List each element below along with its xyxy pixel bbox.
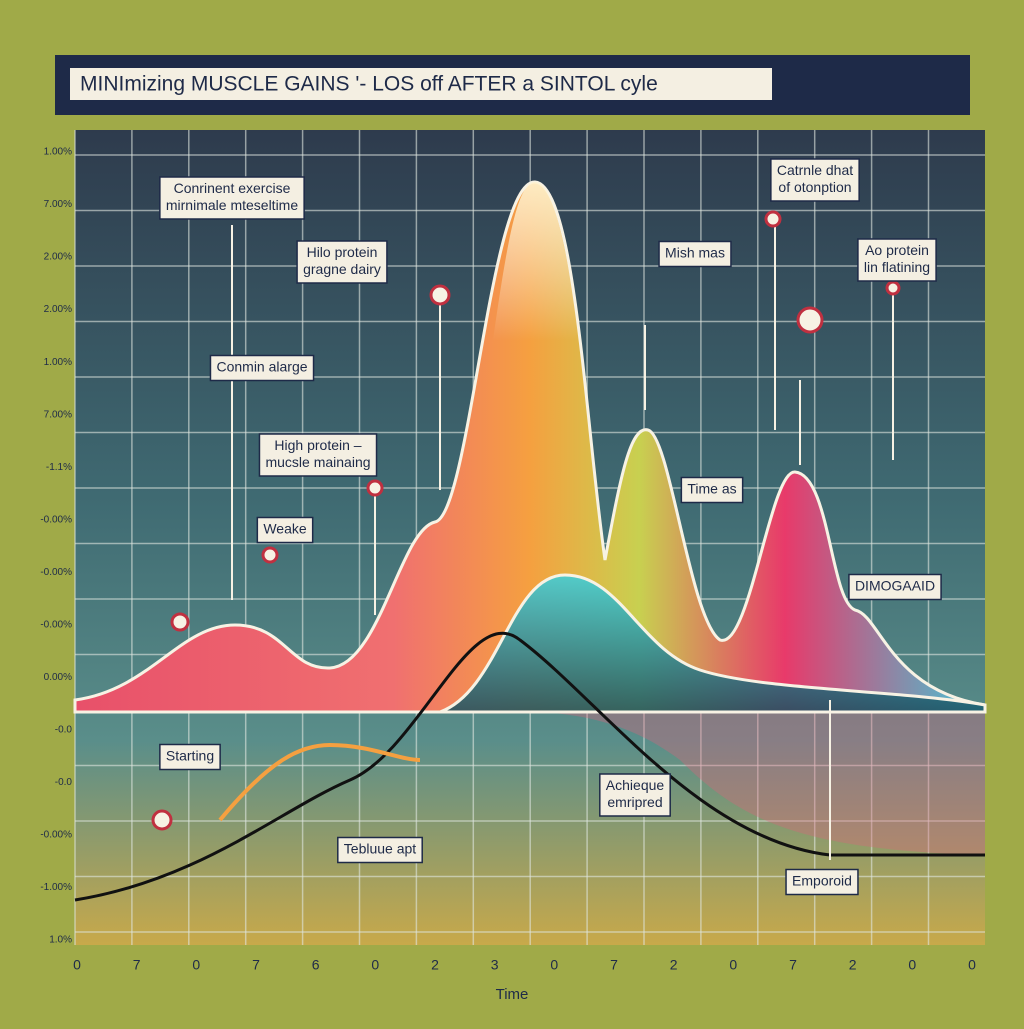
y-tick-label: -0.0 [55,725,73,736]
label-text: Ao protein [865,242,929,258]
label-text: High protein – [274,437,361,453]
label-text: Time as [687,481,736,497]
y-tick-label: -0.00% [40,830,72,841]
x-tick-label: 0 [371,957,379,973]
label-text: Weake [263,521,307,537]
label-text: DIMOGAAID [855,578,935,594]
x-tick-label: 0 [968,957,976,973]
label-box [337,836,423,864]
label-text: Starting [166,748,214,764]
x-tick-label: 6 [312,957,320,973]
x-tick-label: 7 [789,957,797,973]
label-text: Catrnle dhat [777,162,853,178]
markers [151,210,901,831]
label-box [256,516,314,544]
y-tick-label: 0.00% [44,672,72,683]
lower-shade [420,711,985,855]
label-text: Tebluue apt [344,841,417,857]
label-text: Mish mas [665,245,725,261]
label-box [658,240,732,268]
label-text: lin flatining [864,259,930,275]
y-tick-label: -0.0 [55,777,73,788]
y-tick-label: -1.1% [46,462,72,473]
label-text: mirnimale mteseltime [166,197,298,213]
y-tick-label: 2.00% [44,252,72,263]
accent-line [218,742,421,822]
y-ticks: 1.00%7.00%2.00%2.00%1.00%7.00%-1.1%-0.00… [40,147,72,946]
label-text: Emporoid [792,873,852,889]
title-box [70,68,772,100]
y-tick-label: 1.0% [49,935,72,946]
y-tick-label: -0.00% [40,619,72,630]
label-text: Conmin alarge [216,359,307,375]
label-box [848,573,942,601]
label-text: Hilo protein [307,244,378,260]
x-tick-label: 2 [431,957,439,973]
y-tick-label: 2.00% [44,304,72,315]
y-tick-label: 1.00% [44,147,72,158]
cyan-curve [439,573,987,714]
x-tick-label: 3 [491,957,499,973]
peak-highlight [470,182,600,500]
label-box [209,354,315,382]
lower-line [74,631,985,902]
x-tick-label: 7 [133,957,141,973]
label-text: of otonption [778,179,851,195]
label-text: Conrinent exercise [174,180,291,196]
label-box [296,240,388,284]
x-tick-label: 2 [849,957,857,973]
x-tick-label: 2 [670,957,678,973]
x-ticks: 0 7 0 7 6 0 2 3 0 7 2 0 7 2 0 0 [73,957,976,973]
label-box [857,238,937,282]
x-tick-label: 7 [610,957,618,973]
y-tick-label: -1.00% [40,882,72,893]
label-text: mucsle mainaing [265,454,370,470]
label-box [599,773,671,817]
x-tick-label: 0 [729,957,737,973]
label-text: emripred [607,794,662,810]
y-tick-label: -0.00% [40,514,72,525]
x-tick-label: 0 [550,957,558,973]
label-box [785,868,859,896]
label-text: gragne dairy [303,261,381,277]
x-axis-label: Time [496,986,529,1003]
pointers [231,220,894,860]
x-tick-label: 0 [908,957,916,973]
title: MINImizing MUSCLE GAINS '- LOS off AFTER… [80,73,658,96]
x-tick-label: 0 [73,957,81,973]
x-tick-label: 0 [192,957,200,973]
label-box [159,176,305,220]
label-box [159,743,221,771]
y-tick-label: 1.00% [44,357,72,368]
label-box [258,433,378,477]
label-box [770,158,860,202]
y-tick-label: 7.00% [44,409,72,420]
x-tick-label: 7 [252,957,260,973]
y-tick-label: 7.00% [44,199,72,210]
label-text: Achieque [606,777,665,793]
y-tick-label: -0.00% [40,567,72,578]
label-box [680,476,744,504]
